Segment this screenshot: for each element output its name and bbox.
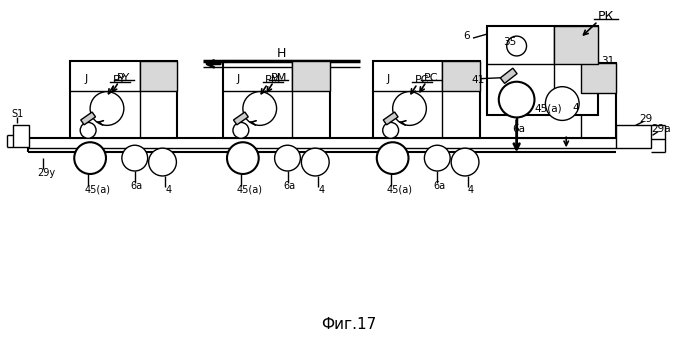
Text: PY: PY [117,73,131,83]
Text: 29: 29 [639,115,652,125]
Text: 4: 4 [468,185,474,195]
Text: 4: 4 [573,103,579,113]
Circle shape [377,142,408,174]
Circle shape [424,145,450,171]
Text: 31: 31 [601,56,614,66]
Circle shape [545,87,579,120]
Text: РК: РК [597,10,614,23]
Text: 45(a): 45(a) [237,185,263,195]
Circle shape [74,142,106,174]
Text: 6a: 6a [433,181,445,191]
Text: 45(a): 45(a) [387,185,413,195]
Text: 29a: 29a [652,125,671,134]
Circle shape [507,36,526,56]
Circle shape [243,92,276,126]
Text: H: H [277,47,286,60]
Text: PY: PY [113,75,126,85]
Bar [616,126,651,148]
Text: J: J [387,74,390,84]
Bar [223,61,330,138]
Bar [517,63,616,138]
Circle shape [149,148,177,176]
Text: Фиг.17: Фиг.17 [321,317,377,332]
Bar [292,61,330,91]
Circle shape [451,148,479,176]
Bar [13,126,29,147]
Text: 6a: 6a [283,181,296,191]
Circle shape [227,142,259,174]
Text: J: J [237,74,240,84]
Bar [554,26,598,64]
Polygon shape [383,112,398,125]
Circle shape [122,145,148,171]
Polygon shape [234,112,248,125]
Text: S1: S1 [12,109,24,119]
Text: 29y: 29y [38,168,56,178]
Text: J: J [84,74,87,84]
Circle shape [233,122,248,138]
Text: 4: 4 [165,185,172,195]
Bar [581,63,616,93]
Text: 35: 35 [503,37,516,47]
Polygon shape [81,112,96,125]
Bar [140,61,177,91]
Text: PC: PC [415,75,430,85]
Circle shape [302,148,329,176]
Text: 6a: 6a [512,125,526,134]
Text: PM: PM [265,75,281,85]
Circle shape [274,145,300,171]
Polygon shape [500,68,517,83]
Text: PC: PC [424,73,438,83]
Circle shape [80,122,96,138]
Text: 6: 6 [463,31,470,41]
Circle shape [393,92,426,126]
Text: 4: 4 [318,185,325,195]
Circle shape [499,82,535,117]
Bar [487,26,598,116]
Bar [373,61,480,138]
Text: 45(a): 45(a) [84,185,110,195]
Circle shape [383,122,399,138]
Text: 45(a): 45(a) [535,104,562,114]
Text: PM: PM [270,73,287,83]
Bar [70,61,177,138]
Text: 41: 41 [471,75,484,85]
Bar [443,61,480,91]
Text: 6a: 6a [131,181,143,191]
Circle shape [90,92,124,126]
